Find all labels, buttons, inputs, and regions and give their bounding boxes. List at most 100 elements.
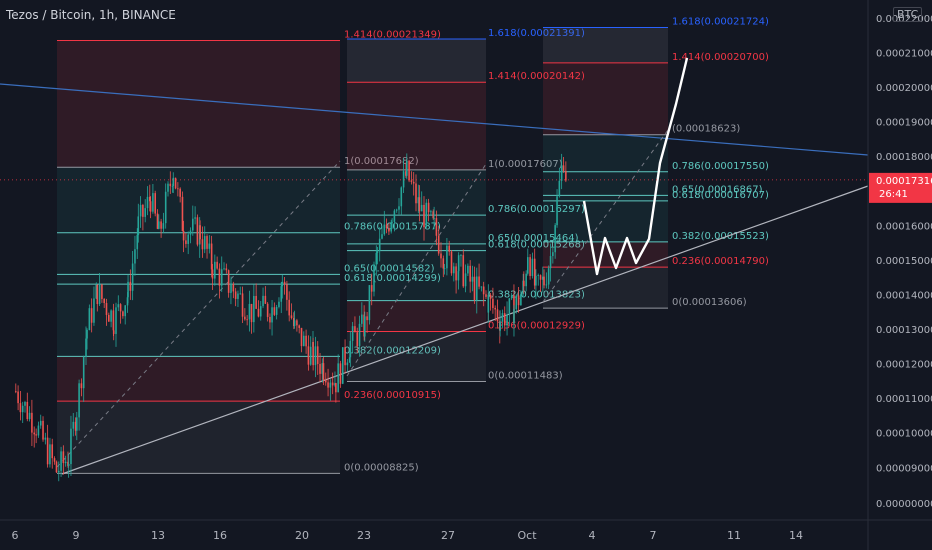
candle-body [329, 382, 332, 388]
candle-body [283, 281, 286, 285]
candle-body [187, 234, 189, 244]
candle-body [417, 197, 420, 204]
candle-body [321, 363, 324, 374]
candle-body [370, 285, 373, 292]
candle-body [457, 255, 460, 272]
candle-body [346, 362, 349, 366]
candle-body [337, 363, 339, 393]
y-tick-label: 0.00013000 [876, 325, 932, 336]
candle-body [475, 276, 478, 301]
candle-body [232, 284, 235, 292]
x-tick-label: 14 [789, 529, 803, 542]
candle-body [356, 332, 359, 347]
fib-level-label: 1.618(0.00021724) [672, 17, 769, 28]
fib-level-label: 0.236(0.00012929) [488, 320, 585, 331]
candle-body [390, 222, 392, 232]
candle-body [423, 204, 425, 228]
support-trendline [61, 185, 869, 475]
candle-body [471, 276, 474, 282]
candle-body [227, 270, 230, 293]
fib-level-label: 1(0.00017682) [344, 156, 419, 167]
fib-zone-band [543, 27, 668, 63]
candle-body [542, 276, 544, 280]
price-tag[interactable] [869, 172, 932, 203]
candle-body [146, 196, 149, 209]
candle-body [406, 160, 408, 176]
fib-level-label: 1.414(0.00021349) [344, 29, 441, 40]
candle-body [15, 391, 17, 393]
candle-body [253, 295, 255, 323]
candle-body [562, 165, 565, 171]
candle-body [95, 284, 98, 299]
candle-body [303, 335, 305, 347]
candle-body [189, 230, 192, 235]
candle-body [478, 276, 480, 287]
candle-body [127, 281, 129, 298]
fib-diagonal [56, 160, 341, 468]
candle-body [487, 294, 490, 313]
candle-body [293, 320, 296, 327]
candle-body [257, 308, 260, 317]
candle-body [535, 275, 537, 286]
y-tick-label: 0.00009000 [876, 463, 932, 474]
candle-body [375, 253, 378, 265]
candle-body [259, 306, 262, 317]
candle-body [160, 221, 162, 229]
candle-body [246, 319, 248, 321]
candle-body [72, 421, 75, 429]
fib-level-label: 0.786(0.00016297) [488, 204, 585, 215]
fib-zone-band [57, 284, 340, 357]
fib-zone-band [57, 167, 340, 233]
candle-body [230, 284, 232, 293]
candle-body [309, 346, 312, 365]
candle-body [327, 382, 329, 388]
candle-body [211, 269, 214, 279]
fib-zone-band [543, 195, 668, 201]
candle-body [67, 461, 69, 466]
candle-body [144, 208, 146, 217]
candle-body [93, 298, 95, 323]
candle-body [239, 293, 242, 295]
candle-body [316, 346, 319, 364]
candle-body [344, 347, 346, 366]
candle-body [525, 273, 527, 287]
candle-body [286, 284, 288, 300]
candle-body [149, 201, 152, 212]
candle-body [496, 309, 499, 322]
candle-body [432, 211, 434, 219]
candle-body [388, 228, 390, 232]
candle-body [319, 363, 321, 374]
candle-body [565, 170, 567, 181]
candle-body [216, 261, 218, 269]
candle-body [237, 293, 239, 299]
candle-body [543, 276, 545, 286]
candle-body [210, 243, 213, 270]
candle-body [225, 268, 228, 271]
candle-body [385, 224, 388, 229]
currency-label[interactable]: BTC [893, 7, 923, 22]
candle-body [35, 434, 37, 436]
candle-body [49, 444, 51, 465]
candle-body [520, 294, 522, 306]
candle-body [298, 325, 300, 328]
candle-body [174, 177, 177, 189]
candle-body [156, 213, 159, 229]
candle-body [55, 461, 58, 473]
candle-body [556, 196, 558, 226]
candle-body [271, 307, 273, 323]
candle-body [420, 204, 423, 212]
candle-body [280, 286, 283, 302]
candle-body [273, 307, 276, 315]
candle-body [80, 383, 83, 389]
candle-body [354, 326, 356, 333]
fib-level-label: 0.236(0.00014790) [672, 256, 769, 267]
candle-body [415, 183, 417, 204]
candle-body [152, 193, 154, 212]
candle-body [110, 310, 112, 322]
candle-body [366, 316, 368, 321]
candle-body [537, 275, 540, 276]
candle-body [53, 458, 56, 462]
candle-body [129, 281, 132, 291]
candle-body [391, 221, 393, 223]
